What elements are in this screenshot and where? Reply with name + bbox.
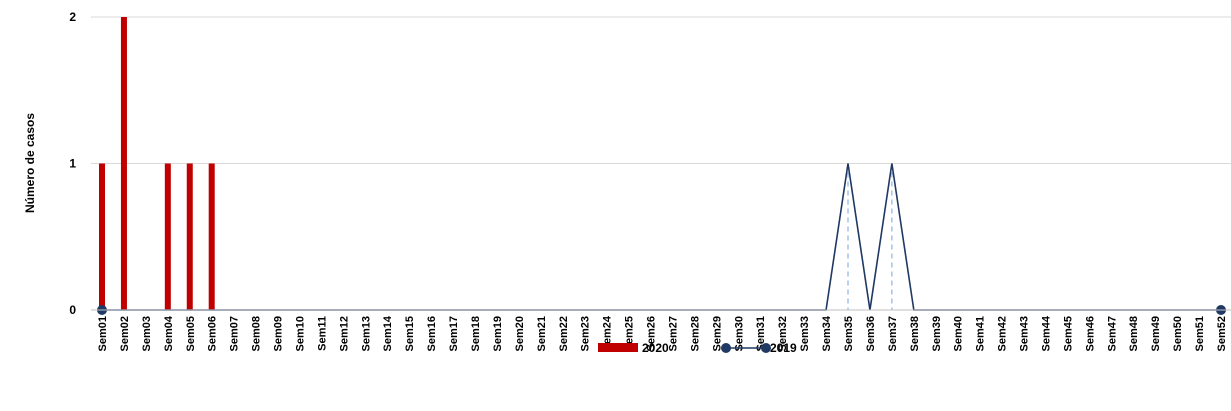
x-tick-label: Sem51 [1194,316,1206,351]
x-tick-label: Sem49 [1150,316,1162,351]
legend: 2020 2019 [598,341,797,355]
x-tick-label: Sem19 [492,316,504,351]
x-tick-label: Sem22 [558,316,570,351]
x-tick-label: Sem36 [865,316,877,351]
legend-label-2019: 2019 [770,341,797,355]
x-tick-label: Sem45 [1062,316,1074,351]
x-tick-label: Sem16 [426,316,438,351]
y-axis-ticks: 0 1 2 [69,10,76,317]
y-tick-label: 1 [69,157,76,171]
x-tick-label: Sem14 [382,315,394,351]
series-2020-bars [99,17,215,310]
x-tick-label: Sem32 [777,316,789,351]
series-2019-line [97,163,1226,315]
x-tick-label: Sem20 [514,316,526,351]
x-tick-label: Sem46 [1084,316,1096,351]
x-tick-label: Sem33 [799,316,811,351]
x-tick-label: Sem41 [975,316,987,351]
x-axis-ticks: Sem01 Sem02 Sem03 Sem04 Sem05 Sem06 Sem07 Sem08… [97,315,1228,351]
x-tick-label: Sem13 [360,316,372,351]
x-tick-label: Sem31 [755,316,767,351]
x-tick-label: Sem01 [97,316,109,351]
x-tick-label: Sem27 [667,316,679,351]
bar-Sem05 [186,163,193,310]
x-tick-label: Sem37 [887,316,899,351]
x-tick-label: Sem34 [821,315,833,351]
legend-swatch-2020 [598,343,638,352]
x-tick-label: Sem28 [689,316,701,351]
x-tick-label: Sem35 [843,316,855,351]
x-tick-label: Sem43 [1019,316,1031,351]
series-2019-path [102,163,1221,311]
x-tick-label: Sem42 [997,316,1009,351]
legend-label-2020: 2020 [642,341,669,355]
x-tick-label: Sem25 [624,316,636,351]
x-tick-label: Sem40 [953,316,965,351]
legend-swatch-2019-marker-left [721,343,731,353]
y-tick-label: 0 [69,303,76,317]
y-tick-label: 2 [69,10,76,24]
x-tick-label: Sem52 [1216,316,1228,351]
x-tick-label: Sem17 [448,316,460,351]
x-tick-label: Sem15 [404,316,416,351]
x-tick-label: Sem07 [229,316,241,351]
bar-Sem02 [120,17,127,310]
x-tick-label: Sem23 [580,316,592,351]
x-tick-label: Sem06 [207,316,219,351]
x-tick-label: Sem09 [273,316,285,351]
x-tick-label: Sem05 [185,316,197,351]
x-tick-label: Sem10 [294,316,306,351]
x-tick-label: Sem38 [909,316,921,351]
legend-swatch-2019-marker-right [761,343,771,353]
x-tick-label: Sem30 [733,316,745,351]
x-tick-label: Sem11 [316,316,328,351]
x-tick-label: Sem12 [338,316,350,351]
x-tick-label: Sem50 [1172,316,1184,351]
x-tick-label: Sem04 [163,315,175,351]
bar-Sem06 [208,163,215,310]
x-tick-label: Sem03 [141,316,153,351]
x-tick-label: Sem29 [711,316,723,351]
x-tick-label: Sem18 [470,316,482,351]
x-tick-label: Sem26 [646,316,658,351]
x-tick-label: Sem39 [931,316,943,351]
bar-Sem04 [164,163,171,310]
y-axis-label: Número de casos [23,113,37,213]
bar-Sem01 [99,163,105,310]
x-tick-label: Sem44 [1040,315,1052,351]
x-tick-label: Sem24 [602,315,614,351]
x-tick-label: Sem47 [1106,316,1118,351]
x-tick-label: Sem48 [1128,316,1140,351]
gridlines [91,16,1231,164]
x-tick-label: Sem02 [119,316,131,351]
series-2019-drop-lines [847,163,893,310]
x-tick-label: Sem08 [251,316,263,351]
x-tick-label: Sem21 [536,316,548,351]
